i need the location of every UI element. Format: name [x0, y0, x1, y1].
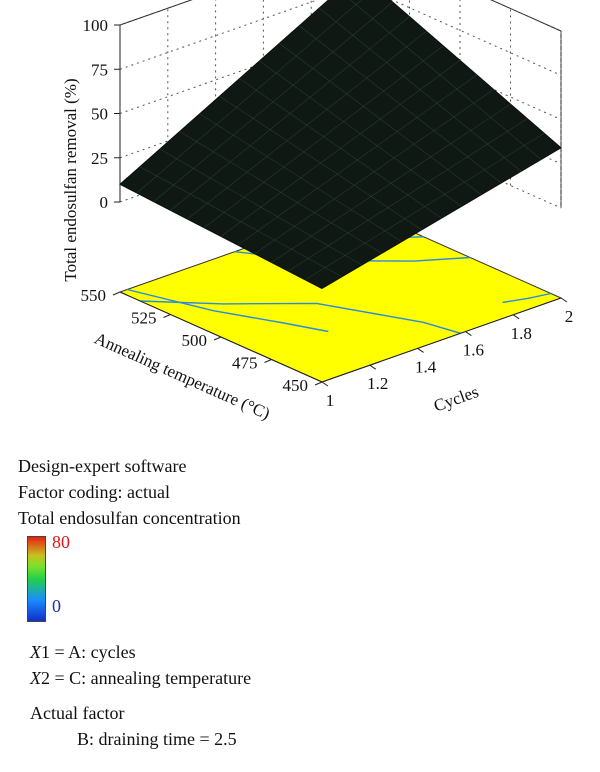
y-tick-1 — [264, 359, 272, 363]
x-axis-line — [321, 297, 562, 383]
surface-mesh-v-10 — [153, 1, 393, 202]
z-tick-label-2: 50 — [91, 105, 108, 124]
contour-line-0 — [127, 288, 329, 333]
response-label: Total endosulfan concentration — [18, 508, 241, 528]
color-scale-max-label: 80 — [52, 532, 70, 552]
actual-factor-title: Actual factor — [30, 703, 125, 723]
x-tick-0 — [321, 381, 329, 387]
contour-line-1 — [140, 300, 461, 334]
z-tick-label-3: 75 — [91, 60, 108, 79]
y-tick-label-2: 500 — [182, 331, 208, 350]
y-tick-4 — [112, 291, 121, 296]
factor-x1-line: X1 = A: cycles — [30, 642, 136, 663]
y-tick-3 — [163, 314, 171, 318]
x1-symbol: X — [30, 642, 41, 662]
surface-mesh-v-11 — [136, 0, 362, 194]
top-back-edge — [119, 0, 562, 32]
x-tick-label-0: 1 — [326, 391, 335, 410]
contour-line-5 — [502, 292, 552, 304]
x-tick-4 — [512, 314, 520, 320]
factor-x2-line: X2 = C: annealing temperature — [30, 668, 251, 689]
y-tick-2 — [213, 336, 222, 341]
y-tick-label-3: 525 — [131, 309, 157, 328]
z-tick-label-4: 100 — [83, 16, 109, 35]
y-tick-0 — [314, 381, 323, 386]
z-gridline-3 — [119, 0, 562, 76]
actual-factor-value: B: draining time = 2.5 — [77, 729, 237, 749]
x-tick-label-5: 2 — [565, 307, 574, 326]
x2-text: 2 = C: annealing temperature — [41, 668, 252, 688]
y-tick-label-1: 475 — [232, 354, 258, 373]
x-tick-label-2: 1.4 — [415, 357, 437, 376]
y-tick-label-4: 550 — [81, 286, 107, 305]
x-tick-label-4: 1.8 — [511, 324, 532, 343]
software-label: Design-expert software — [18, 456, 187, 476]
color-scale-min-label: 0 — [52, 596, 61, 616]
x-tick-3 — [465, 331, 472, 337]
x-tick-label-1: 1.2 — [367, 374, 388, 393]
surface-patch — [119, 0, 562, 290]
surface-mesh-u-11 — [349, 0, 542, 160]
x-tick-5 — [560, 297, 568, 303]
y-tick-label-0: 450 — [283, 376, 309, 395]
x-tick-1 — [369, 364, 377, 370]
x-axis-title: Cycles — [431, 382, 481, 416]
x-tick-2 — [417, 347, 424, 353]
z-axis-title: Total endosulfan removal (%) — [61, 78, 80, 281]
x1-text: 1 = A: cycles — [41, 642, 136, 662]
x2-symbol: X — [30, 668, 41, 688]
z-tick-label-1: 25 — [91, 149, 108, 168]
response-surface — [119, 0, 562, 290]
z-tick-label-0: 0 — [100, 193, 109, 212]
color-scale-bar — [27, 536, 46, 622]
x-tick-label-3: 1.6 — [463, 341, 484, 360]
factor-coding-label: Factor coding: actual — [18, 482, 170, 502]
